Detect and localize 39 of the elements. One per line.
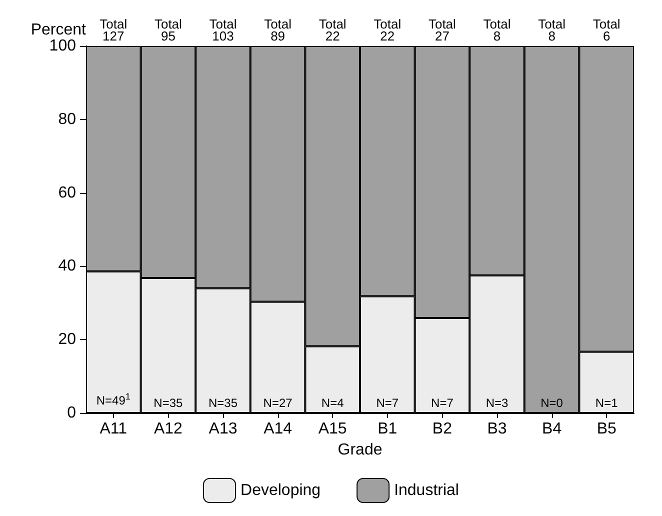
annotation: N=27 <box>263 396 293 410</box>
annotation: N=0 <box>540 396 564 410</box>
x-tick-label: A12 <box>154 420 183 438</box>
x-axis-title: Grade <box>338 441 382 458</box>
x-tick-label: A13 <box>208 420 238 438</box>
x-tick-label: B5 <box>596 420 616 438</box>
annotation: N=35 <box>154 396 184 410</box>
total-label: Total 103 <box>209 16 237 44</box>
total-label: Total 27 <box>428 16 456 44</box>
x-tick-label: A14 <box>264 420 292 438</box>
x-tick-label: B2 <box>432 420 452 438</box>
legend-label: Developing <box>240 482 321 499</box>
y-tick-label: 100 <box>49 38 76 54</box>
annotation: N=7 <box>431 396 454 410</box>
total-label: Total 6 <box>592 16 620 44</box>
annotation: N=3 <box>486 396 508 410</box>
y-tick-label: 80 <box>58 110 76 128</box>
x-tick-label: B1 <box>378 420 398 438</box>
y-tick-label: 60 <box>58 184 76 202</box>
annotation: N=35 <box>208 396 238 410</box>
total-label: Total 22 <box>374 16 402 44</box>
x-tick-label: A15 <box>318 420 347 438</box>
total-label: Total 89 <box>264 16 292 44</box>
total-label: Total 8 <box>538 16 566 44</box>
annotation: N=7 <box>376 396 399 410</box>
x-tick-label: B4 <box>542 420 562 438</box>
annotation: N=4 <box>321 396 344 410</box>
x-tick-label: B3 <box>487 420 507 438</box>
y-axis-title: Percent <box>30 22 87 39</box>
legend-label: Industrial <box>394 482 459 499</box>
total-label: Total 22 <box>318 16 346 44</box>
total-label: Total 95 <box>154 16 182 44</box>
x-tick-label: A11 <box>100 420 128 438</box>
y-tick-label: 0 <box>67 404 76 422</box>
total-label: Total 8 <box>483 16 511 44</box>
y-tick-label: 40 <box>58 258 76 275</box>
annotation: N=1 <box>595 396 618 410</box>
y-tick-label: 20 <box>58 331 76 348</box>
total-label: Total 127 <box>100 16 128 44</box>
